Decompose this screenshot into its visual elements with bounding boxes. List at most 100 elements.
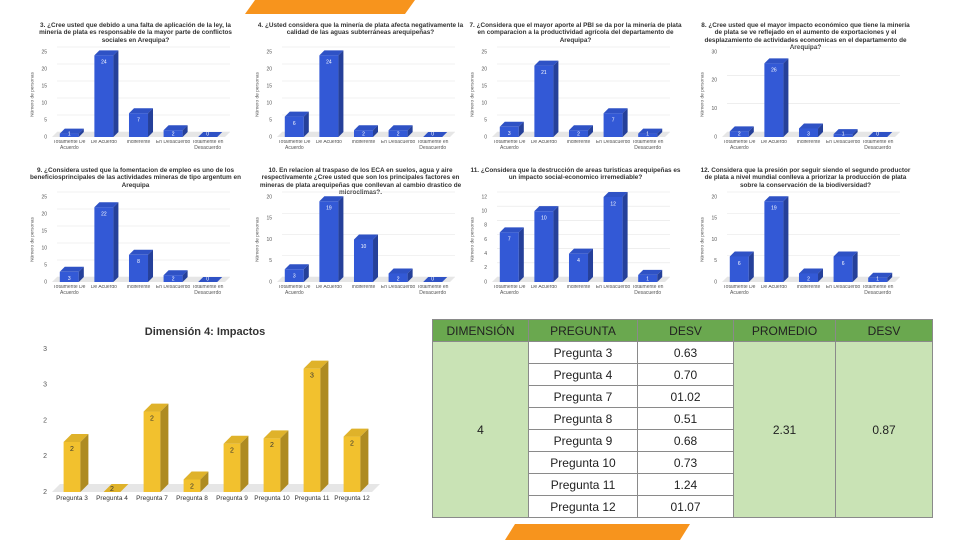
- cell: Pregunta 7: [528, 385, 638, 408]
- data-label: 19: [771, 206, 777, 212]
- x-tick-label-box: Indiferente: [127, 285, 151, 290]
- row: Pregunta 11 1.24: [433, 473, 933, 496]
- bar: [499, 126, 519, 137]
- bar-top: [764, 196, 789, 202]
- cell: 0.63: [637, 341, 734, 364]
- bar-top: [284, 264, 309, 270]
- bar-top: [388, 268, 413, 274]
- bar: [284, 269, 304, 282]
- bar-side: [280, 430, 289, 492]
- x-tick-label-box: Pregunta 11: [295, 495, 330, 502]
- x-tick-label-box: Totalmente en Desacuerdo: [862, 285, 893, 295]
- bar-side: [240, 435, 249, 492]
- x-tick-label-box: De Acuerdo: [91, 285, 117, 290]
- x-tick-label: Pregunta 12: [334, 495, 370, 502]
- x-tick-label: Pregunta 9: [216, 495, 248, 502]
- bar-side: [148, 108, 154, 137]
- data-label: 7: [612, 118, 615, 124]
- bar: [59, 133, 79, 137]
- bar-top: [223, 435, 249, 444]
- bar-side: [588, 125, 594, 137]
- x-tick-label: Indiferente: [126, 140, 151, 145]
- x-tick-label: Pregunta 3: [56, 495, 88, 502]
- y-tick-label: 25: [41, 49, 47, 55]
- data-label: 2: [738, 131, 741, 137]
- bar-side: [303, 111, 309, 137]
- bar: [59, 271, 79, 282]
- bar-top: [868, 132, 893, 137]
- x-tick-label-box: En Desacuerdo: [155, 140, 191, 145]
- chart-title-box: 12. Considera que la presión por seguir …: [701, 167, 911, 189]
- bar: [223, 443, 241, 492]
- x-tick-label-box: En Desacuerdo: [156, 285, 190, 290]
- data-label: 0: [206, 131, 209, 137]
- bar-top: [833, 129, 858, 135]
- data-label: 3: [807, 131, 810, 137]
- x-tick-label-box: De Acuerdo: [531, 285, 557, 290]
- y-tick-label: 20: [266, 66, 272, 72]
- x-tick-label: De Acuerdo: [760, 140, 787, 145]
- bar-side: [148, 249, 154, 282]
- cell: Pregunta 3: [528, 341, 638, 364]
- y-tick-label: 10: [711, 237, 717, 243]
- bar-top: [143, 403, 169, 412]
- y-tick-label: 15: [481, 83, 487, 89]
- bar: [183, 479, 201, 492]
- x-tick-label: Totalmente en Desacuerdo: [631, 285, 664, 296]
- x-tick-label-box: Totalmente en Desacuerdo: [192, 140, 223, 150]
- bar-side: [748, 251, 754, 282]
- bar-side: [338, 196, 344, 282]
- cell: Pregunta 9: [528, 429, 638, 452]
- x-tick-label-box: Totalmente De Acuerdo: [493, 140, 526, 151]
- bar-side: [783, 58, 789, 138]
- row: Pregunta 12 01.07: [433, 495, 933, 518]
- x-tick-label-box: Indiferente: [567, 285, 591, 290]
- bar-side: [78, 128, 84, 137]
- plot-floor: [52, 484, 380, 492]
- row: Pregunta 9 0.68: [433, 429, 933, 452]
- x-tick-label: En Desacuerdo: [155, 140, 191, 145]
- bar-top: [128, 108, 154, 114]
- y-tick-label: 0: [714, 279, 717, 285]
- x-tick-label-box: Totalmente en Desacuerdo: [192, 285, 223, 295]
- x-tick-label-box: Totalmente en Desacuerdo: [417, 285, 448, 295]
- bar: [603, 197, 623, 282]
- bar-side: [80, 433, 89, 492]
- bar: [94, 207, 114, 282]
- bar-side: [588, 248, 594, 282]
- decor-bottom: [505, 524, 690, 540]
- data-label: 24: [101, 60, 107, 66]
- header-cell: DIMENSIÓN: [432, 319, 529, 342]
- bar-top: [638, 128, 663, 134]
- bar-top: [183, 471, 209, 480]
- y-axis-label: Número de personas: [254, 217, 260, 262]
- x-tick-label: Pregunta 4: [96, 495, 128, 502]
- data-label: 2: [110, 486, 114, 493]
- bar-side: [553, 206, 559, 282]
- bar-side: [182, 270, 188, 282]
- y-tick-label: 0: [44, 279, 47, 285]
- x-tick-label: De Acuerdo: [760, 285, 787, 290]
- bar-top: [568, 248, 594, 254]
- cell: 01.02: [637, 385, 734, 408]
- y-tick-label: 20: [711, 78, 717, 84]
- x-tick-label-box: Pregunta 9: [216, 495, 248, 502]
- x-tick-label: Totalmente De Acuerdo: [493, 140, 526, 151]
- bar-top: [94, 50, 119, 56]
- bar: [638, 133, 658, 137]
- bar-top: [59, 266, 84, 272]
- y-tick-label: 5: [44, 262, 47, 268]
- y-tick-label: 15: [41, 228, 47, 234]
- bar: [868, 277, 888, 282]
- y-tick-label: 0: [269, 279, 272, 285]
- bar-side: [518, 227, 524, 282]
- cell: 0.51: [637, 407, 734, 430]
- y-axis-label: Número de personas: [469, 217, 475, 262]
- data-label: 22: [101, 212, 107, 218]
- x-tick-label-box: Totalmente De Acuerdo: [493, 285, 525, 295]
- bar-top: [638, 269, 663, 275]
- data-label: 1: [646, 276, 649, 282]
- bar: [833, 134, 853, 137]
- bar-top: [798, 123, 824, 129]
- x-tick-label-box: De Acuerdo: [531, 140, 557, 145]
